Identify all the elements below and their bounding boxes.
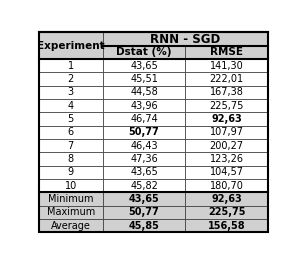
Text: 167,38: 167,38 <box>210 87 244 97</box>
Text: 44,58: 44,58 <box>130 87 158 97</box>
Bar <box>185 206 268 219</box>
Text: 10: 10 <box>65 181 77 190</box>
Text: RNN - SGD: RNN - SGD <box>150 32 220 46</box>
Bar <box>39 152 103 166</box>
Text: 45,82: 45,82 <box>130 181 158 190</box>
Bar <box>185 46 268 59</box>
Text: 107,97: 107,97 <box>210 127 244 137</box>
Text: 156,58: 156,58 <box>208 221 245 231</box>
Bar <box>39 72 103 86</box>
Text: 3: 3 <box>68 87 74 97</box>
Bar <box>39 126 103 139</box>
Bar <box>185 126 268 139</box>
Bar <box>103 166 185 179</box>
Text: 45,85: 45,85 <box>129 221 159 231</box>
Text: 5: 5 <box>68 114 74 124</box>
Bar <box>39 139 103 152</box>
Bar <box>103 32 268 46</box>
Bar <box>39 86 103 99</box>
Bar <box>103 126 185 139</box>
Bar <box>103 59 185 72</box>
Bar <box>185 72 268 86</box>
Text: 46,74: 46,74 <box>130 114 158 124</box>
Text: 45,51: 45,51 <box>130 74 158 84</box>
Bar <box>185 139 268 152</box>
Text: Minimum: Minimum <box>48 194 93 204</box>
Bar <box>39 192 103 206</box>
Bar <box>103 206 185 219</box>
Text: 104,57: 104,57 <box>210 167 244 177</box>
Bar <box>103 139 185 152</box>
Text: 6: 6 <box>68 127 74 137</box>
Text: 43,96: 43,96 <box>130 101 158 111</box>
Text: Average: Average <box>51 221 91 231</box>
Bar <box>39 206 103 219</box>
Bar <box>103 86 185 99</box>
Bar <box>39 112 103 126</box>
Bar <box>39 179 103 192</box>
Bar <box>185 152 268 166</box>
Text: Maximum: Maximum <box>47 207 95 217</box>
Bar <box>39 32 103 59</box>
Bar <box>185 192 268 206</box>
Text: 180,70: 180,70 <box>210 181 244 190</box>
Text: 123,26: 123,26 <box>210 154 244 164</box>
Bar <box>103 219 185 232</box>
Text: 7: 7 <box>68 141 74 151</box>
Text: Experiment: Experiment <box>37 41 104 51</box>
Bar <box>103 46 185 59</box>
Bar <box>185 179 268 192</box>
Bar <box>39 166 103 179</box>
Bar <box>103 192 185 206</box>
Text: 141,30: 141,30 <box>210 61 243 71</box>
Text: 225,75: 225,75 <box>210 101 244 111</box>
Text: 8: 8 <box>68 154 74 164</box>
Bar <box>39 99 103 112</box>
Text: 50,77: 50,77 <box>129 127 159 137</box>
Bar <box>103 99 185 112</box>
Text: 47,36: 47,36 <box>130 154 158 164</box>
Text: 2: 2 <box>68 74 74 84</box>
Text: 43,65: 43,65 <box>130 167 158 177</box>
Text: 43,65: 43,65 <box>129 194 159 204</box>
Text: RMSE: RMSE <box>210 47 243 57</box>
Bar <box>185 166 268 179</box>
Text: 222,01: 222,01 <box>210 74 244 84</box>
Bar <box>39 219 103 232</box>
Text: 9: 9 <box>68 167 74 177</box>
Text: 46,43: 46,43 <box>130 141 158 151</box>
Text: 225,75: 225,75 <box>208 207 245 217</box>
Bar <box>185 112 268 126</box>
Bar <box>103 179 185 192</box>
Bar <box>103 152 185 166</box>
Bar <box>103 112 185 126</box>
Text: 1: 1 <box>68 61 74 71</box>
Text: 92,63: 92,63 <box>211 194 242 204</box>
Bar <box>185 99 268 112</box>
Bar <box>103 72 185 86</box>
Text: Dstat (%): Dstat (%) <box>116 47 172 57</box>
Bar <box>185 219 268 232</box>
Bar <box>39 59 103 72</box>
Text: 4: 4 <box>68 101 74 111</box>
Text: 200,27: 200,27 <box>210 141 244 151</box>
Bar <box>185 86 268 99</box>
Text: 92,63: 92,63 <box>211 114 242 124</box>
Text: 50,77: 50,77 <box>129 207 159 217</box>
Bar <box>185 59 268 72</box>
Text: 43,65: 43,65 <box>130 61 158 71</box>
